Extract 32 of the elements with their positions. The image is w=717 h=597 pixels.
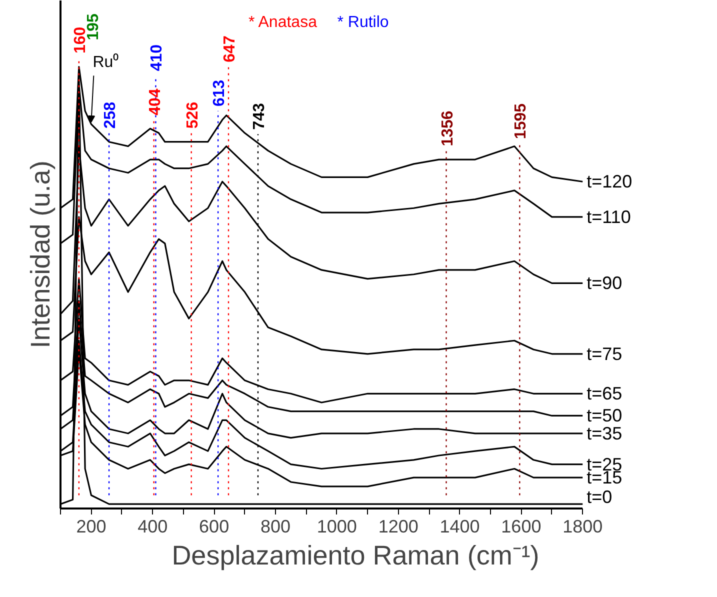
ref-line-label: 1356: [439, 110, 456, 146]
x-tick-label: 1200: [378, 516, 418, 536]
series-label: t=120: [586, 172, 632, 192]
y-axis-title: Intensidad (u.a): [26, 160, 56, 348]
x-tick-label: 1600: [501, 516, 542, 536]
ref-line-label: 526: [184, 102, 202, 129]
series-label: t=90: [586, 273, 622, 294]
ref-line-label: 258: [102, 102, 120, 129]
text: * Rutilo: [337, 14, 389, 32]
series-label: t=35: [586, 423, 622, 444]
ref-line-label: 410: [148, 44, 166, 72]
x-tick-label: 800: [260, 516, 291, 536]
x-tick-label: 600: [199, 516, 230, 536]
x-tick-label: 1000: [316, 516, 357, 536]
x-tick-label: 1800: [562, 516, 603, 536]
ref-line-label: 647: [222, 36, 238, 62]
series-label: t=110: [586, 206, 631, 227]
ref-line-label: 404: [146, 88, 164, 116]
ref-line-label: 613: [211, 80, 228, 107]
x-axis-title: Desplazamiento Raman (cm⁻¹): [172, 540, 540, 570]
x-tick-label: 200: [76, 516, 106, 536]
annotation: Ru⁰: [92, 53, 120, 72]
series-label: t=65: [586, 384, 622, 404]
text: * Anatasa: [248, 14, 318, 32]
x-tick-label: 400: [138, 516, 168, 536]
text: 195: [84, 13, 102, 40]
series-label: t=0: [586, 487, 612, 508]
x-tick-label: 1400: [440, 516, 480, 536]
series-label: t=50: [586, 406, 622, 426]
ref-line-label: 743: [250, 102, 268, 130]
series-label: t=75: [586, 344, 622, 364]
ref-line-label: 1595: [512, 103, 530, 140]
